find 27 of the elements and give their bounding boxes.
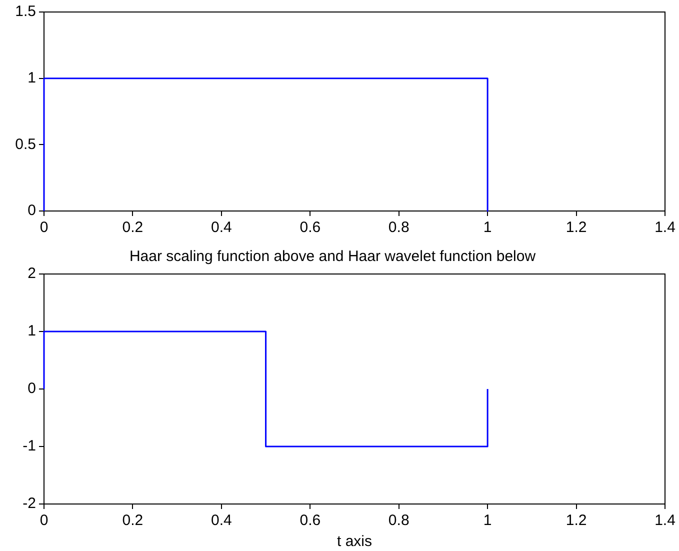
x-tick-label: 0.8	[388, 219, 410, 236]
y-tick-label: 0.5	[15, 136, 36, 153]
x-tick-label: 0	[40, 512, 48, 530]
x-tick-label: 0.4	[211, 219, 232, 236]
x-tick-label: 1.4	[654, 512, 676, 530]
y-tick-label: 1	[28, 69, 36, 86]
y-tick-label: -1	[22, 438, 36, 455]
x-tick-label: 1.2	[566, 512, 587, 530]
x-tick-label: 0.2	[122, 219, 144, 236]
x-tick-label: 0.6	[300, 219, 321, 236]
y-tick-label: 2	[28, 265, 36, 282]
x-tick-label: 0.4	[211, 512, 232, 530]
x-tick-label: 1	[483, 219, 492, 236]
y-tick-label: 0	[28, 202, 36, 220]
x-tick-label: 0.6	[300, 512, 321, 530]
x-tick-label: 0	[40, 219, 48, 236]
x-tick-label: 1	[483, 512, 492, 530]
x-tick-label: 0.2	[122, 512, 144, 530]
x-axis-title: t axis	[336, 533, 372, 550]
y-tick-label: 0	[28, 380, 36, 398]
y-tick-label: -2	[22, 495, 36, 512]
y-tick-label: 1	[28, 322, 36, 340]
chart-title: Haar scaling function above and Haar wavelet function below	[129, 248, 536, 266]
x-tick-label: 1.2	[566, 219, 587, 236]
y-tick-label: 1.5	[15, 3, 36, 20]
x-tick-label: 0.8	[388, 512, 410, 530]
x-tick-label: 1.4	[654, 219, 676, 236]
